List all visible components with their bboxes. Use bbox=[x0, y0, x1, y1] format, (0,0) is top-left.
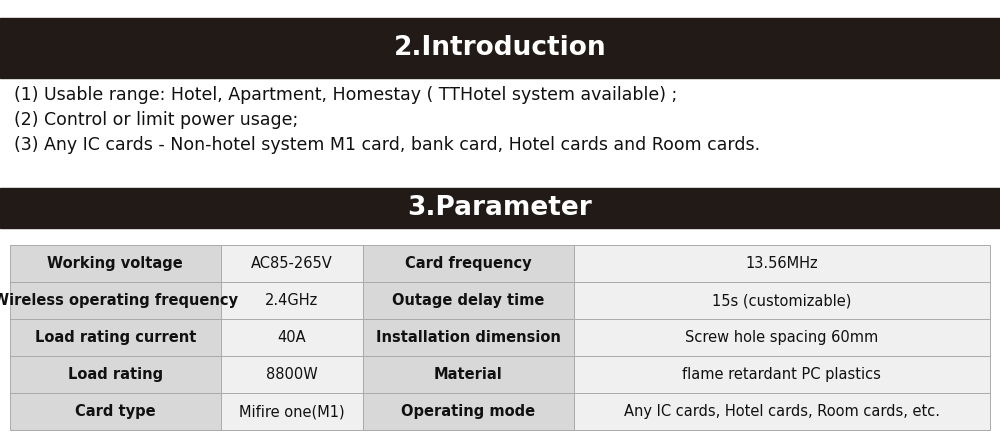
Text: AC85-265V: AC85-265V bbox=[251, 256, 333, 271]
Bar bbox=[10, 282, 221, 319]
Bar bbox=[221, 282, 363, 319]
Text: Outage delay time: Outage delay time bbox=[392, 293, 544, 308]
Bar bbox=[363, 282, 574, 319]
Bar bbox=[221, 319, 363, 356]
Text: Installation dimension: Installation dimension bbox=[376, 330, 561, 345]
Text: (3) Any IC cards - Non-hotel system M1 card, bank card, Hotel cards and Room car: (3) Any IC cards - Non-hotel system M1 c… bbox=[14, 136, 760, 154]
Text: Load rating: Load rating bbox=[68, 367, 163, 382]
Text: 2.4GHz: 2.4GHz bbox=[265, 293, 318, 308]
Bar bbox=[363, 319, 574, 356]
Bar bbox=[0, 18, 1000, 78]
Bar bbox=[574, 393, 990, 430]
Text: Screw hole spacing 60mm: Screw hole spacing 60mm bbox=[685, 330, 878, 345]
Bar bbox=[574, 245, 990, 282]
Bar bbox=[221, 393, 363, 430]
Bar bbox=[221, 245, 363, 282]
Text: 8800W: 8800W bbox=[266, 367, 318, 382]
Bar bbox=[10, 393, 221, 430]
Text: Card type: Card type bbox=[75, 404, 156, 419]
Text: flame retardant PC plastics: flame retardant PC plastics bbox=[682, 367, 881, 382]
Text: (1) Usable range: Hotel, Apartment, Homestay ( TTHotel system available) ;: (1) Usable range: Hotel, Apartment, Home… bbox=[14, 86, 677, 104]
Text: 15s (customizable): 15s (customizable) bbox=[712, 293, 851, 308]
Text: 13.56MHz: 13.56MHz bbox=[745, 256, 818, 271]
Bar bbox=[363, 393, 574, 430]
Text: Mifire one(M1): Mifire one(M1) bbox=[239, 404, 345, 419]
Bar bbox=[221, 356, 363, 393]
Text: Working voltage: Working voltage bbox=[47, 256, 183, 271]
Text: Any IC cards, Hotel cards, Room cards, etc.: Any IC cards, Hotel cards, Room cards, e… bbox=[624, 404, 940, 419]
Text: Wireless operating frequency: Wireless operating frequency bbox=[0, 293, 238, 308]
Bar bbox=[363, 356, 574, 393]
Bar bbox=[10, 356, 221, 393]
Text: Card frequency: Card frequency bbox=[405, 256, 531, 271]
Text: 40A: 40A bbox=[277, 330, 306, 345]
Bar bbox=[0, 188, 1000, 228]
Bar bbox=[363, 245, 574, 282]
Text: Material: Material bbox=[434, 367, 503, 382]
Text: 2.Introduction: 2.Introduction bbox=[394, 35, 606, 61]
Bar bbox=[10, 319, 221, 356]
Bar bbox=[10, 245, 221, 282]
Text: (2) Control or limit power usage;: (2) Control or limit power usage; bbox=[14, 111, 298, 129]
Text: Operating mode: Operating mode bbox=[401, 404, 535, 419]
Bar bbox=[574, 319, 990, 356]
Bar bbox=[574, 356, 990, 393]
Text: Load rating current: Load rating current bbox=[35, 330, 196, 345]
Text: 3.Parameter: 3.Parameter bbox=[408, 195, 592, 221]
Bar bbox=[574, 282, 990, 319]
